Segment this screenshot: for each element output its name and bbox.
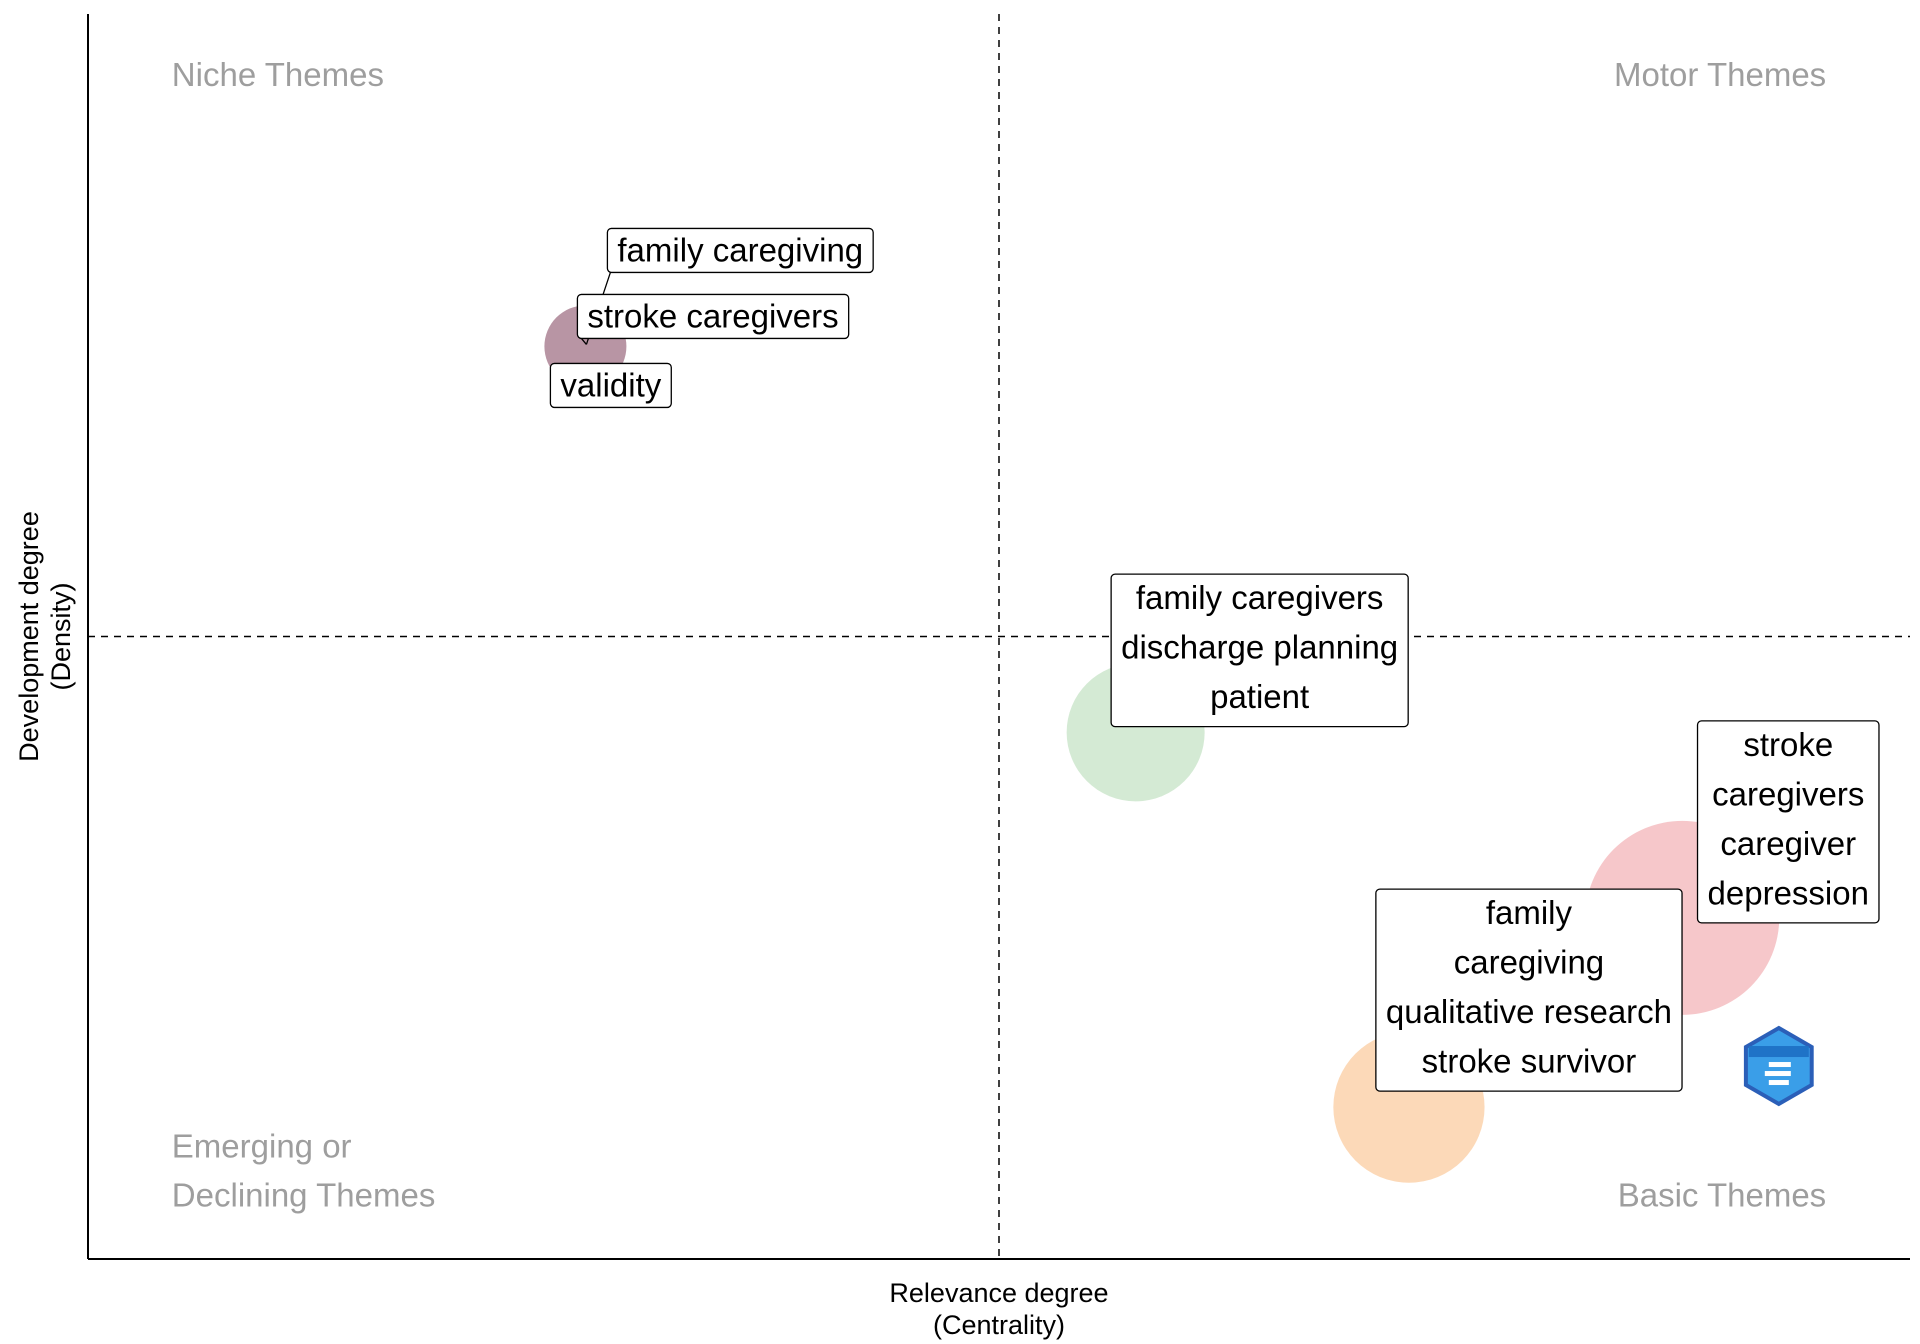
quadrant-label-emerging: Emerging or [172,1128,352,1165]
cluster-label-box [549,362,672,409]
cluster-label-box [576,293,850,340]
cluster-label: validity [560,366,661,403]
cluster-labels: family caregiving stroke caregivers validi… [549,227,1880,1092]
cluster-label: stroke [1743,726,1833,763]
cluster-label: family [1486,894,1573,931]
quadrant-label-niche: Niche Themes [172,56,384,93]
x-axis-title: (Centrality) [933,1310,1065,1340]
cluster-label: stroke caregivers [587,297,838,334]
quadrant-label-emerging: Declining Themes [172,1177,436,1214]
quadrant-label-basic: Basic Themes [1618,1177,1826,1214]
y-axis-title: (Density) [46,582,76,690]
logo-bar [1768,1080,1789,1086]
cluster-label: stroke survivor [1422,1043,1637,1080]
cluster-label: depression [1708,874,1869,911]
axes: Relevance degree(Centrality) Development … [14,14,1910,1340]
quadrant-label-motor: Motor Themes [1614,56,1826,93]
cluster-label: family caregivers [1136,579,1384,616]
y-axis-title: Development degree [14,511,44,762]
logo-banner [1748,1046,1809,1058]
bibliometrix-logo [1743,1025,1814,1107]
cluster-label: qualitative research [1386,993,1672,1030]
logo-bar [1764,1071,1791,1077]
cluster-label: caregivers [1712,775,1864,812]
label-leader-line [580,337,587,345]
x-axis-title: Relevance degree [889,1278,1108,1308]
cluster-label: caregiving [1454,944,1604,981]
cluster-label: family caregiving [617,231,863,268]
cluster-label-box [606,227,874,274]
threshold-lines [88,14,1910,1259]
cluster-label-box [1375,888,1683,1092]
quadrant-labels: Niche Themes Motor Themes Emerging or Decli… [172,56,1826,1214]
cluster-label: discharge planning [1121,629,1398,666]
logo-bar [1768,1062,1791,1068]
cluster-label: caregiver [1720,825,1856,862]
cluster-label-box [1696,720,1880,924]
cluster-label-box [1110,573,1409,728]
cluster-label: patient [1210,678,1309,715]
